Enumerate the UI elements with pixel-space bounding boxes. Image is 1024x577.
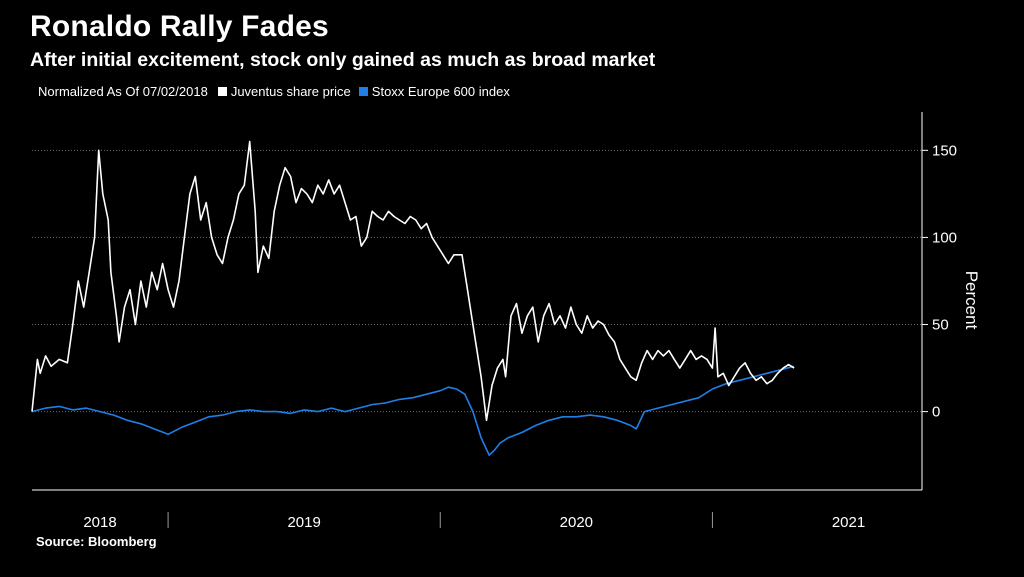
legend-note: Normalized As Of 07/02/2018 [38,84,208,99]
x-tick-label-2019: 2019 [287,514,320,531]
series-lines [31,140,795,456]
legend-swatch-juventus [217,87,227,96]
y-axis-label: Percent [962,271,981,330]
legend-label-juventus: Juventus share price [230,84,351,99]
y-tick-label-50: 50 [932,317,949,334]
tick-labels: 0 50 100 150 2018 2019 2020 2021 [83,142,957,531]
legend-item-juventus: Juventus share price [217,84,351,99]
y-tick-label-0: 0 [932,404,940,421]
x-tick-label-2021: 2021 [832,514,865,531]
legend-item-stoxx: Stoxx Europe 600 index [358,84,510,99]
series-line-juventus [31,140,795,422]
axes [32,112,928,528]
y-tick-label-150: 150 [932,142,957,159]
legend: Normalized As Of 07/02/2018 Juventus sha… [38,84,518,99]
legend-swatch-stoxx [358,87,368,96]
chart-subtitle: After initial excitement, stock only gai… [30,49,656,71]
source-note: Source: Bloomberg [36,534,157,549]
series-line-stoxx [31,365,795,456]
legend-label-stoxx: Stoxx Europe 600 index [371,84,510,99]
chart-title: Ronaldo Rally Fades [30,10,329,43]
y-tick-label-100: 100 [932,229,957,246]
grid [32,149,922,413]
x-tick-label-2018: 2018 [83,514,116,531]
x-tick-label-2020: 2020 [560,514,593,531]
